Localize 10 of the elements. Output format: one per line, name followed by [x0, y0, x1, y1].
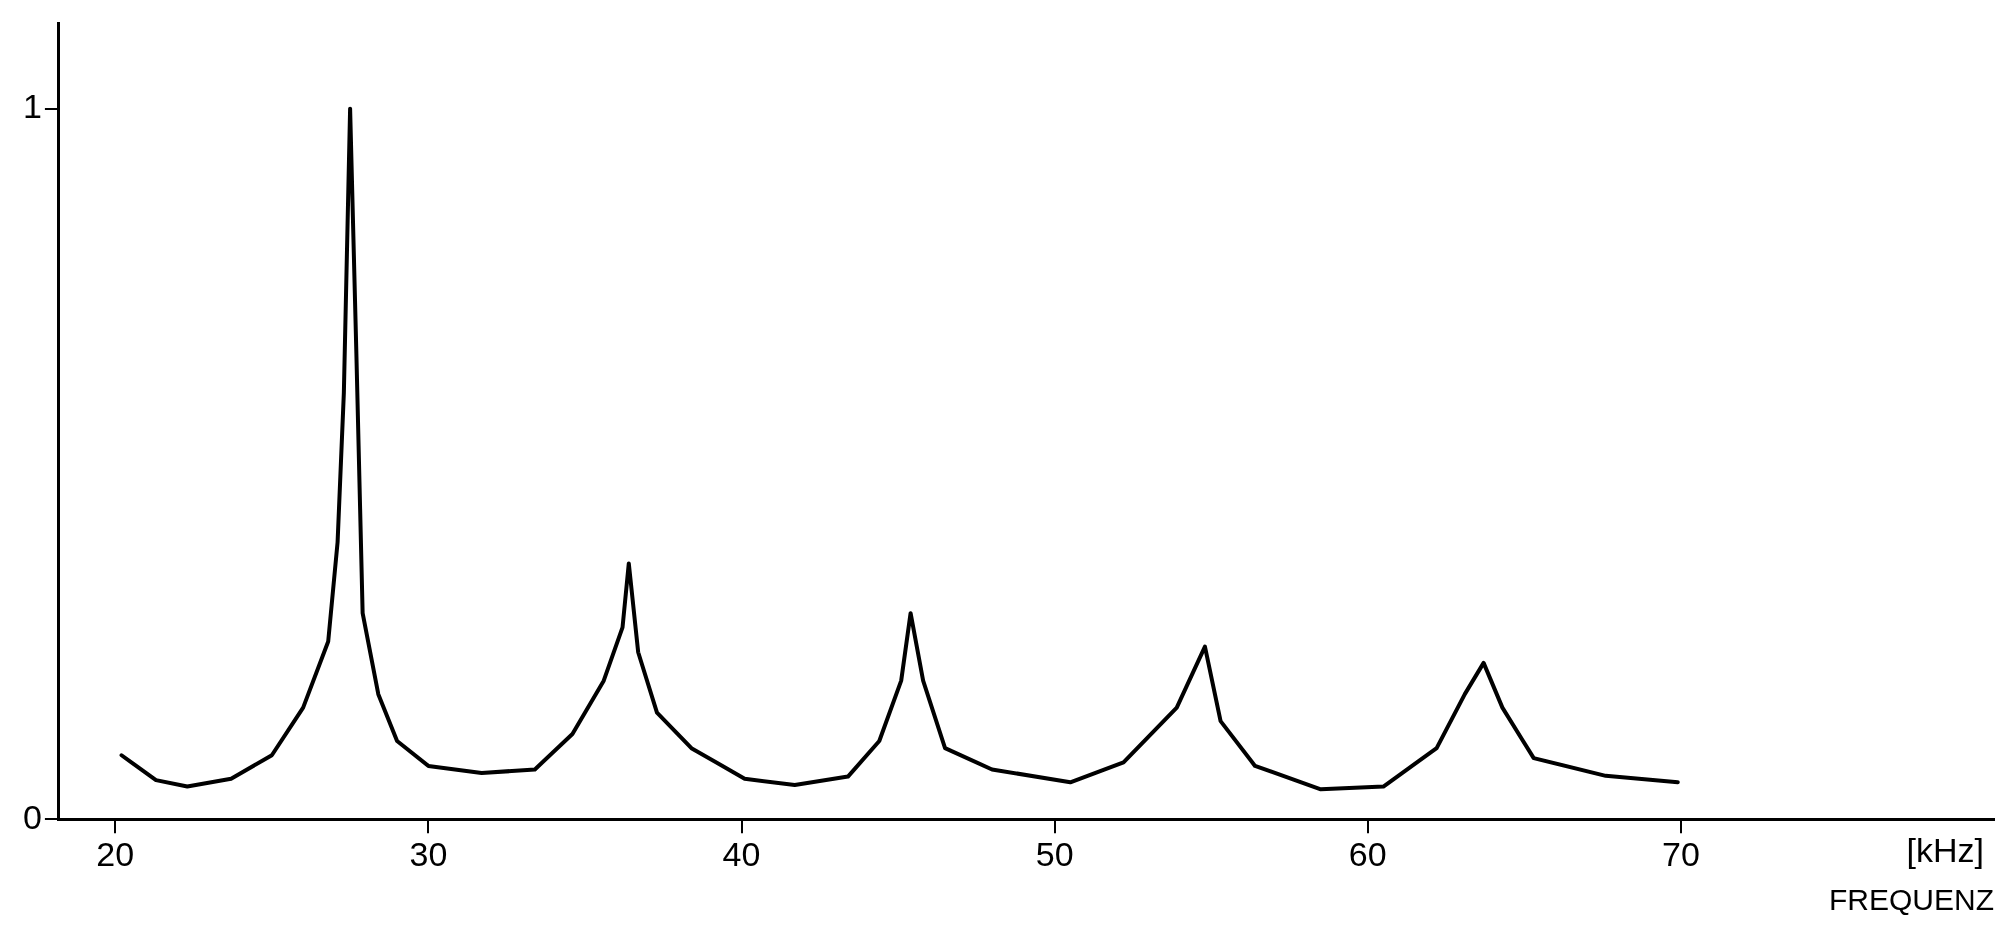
x-tick-label: 20: [96, 834, 135, 873]
x-tick-label: 60: [1348, 834, 1387, 873]
text: [kHz]: [1906, 830, 1984, 869]
y-tick-label: 1: [22, 87, 42, 126]
x-tick-label: 30: [409, 834, 448, 873]
y-tick-label: 0: [22, 797, 42, 836]
x-tick-label: 70: [1661, 834, 1700, 873]
x-tick-label: 50: [1035, 834, 1074, 873]
x-axis-title: FREQUENZ: [1829, 883, 1994, 917]
x-tick-label: 40: [722, 834, 761, 873]
